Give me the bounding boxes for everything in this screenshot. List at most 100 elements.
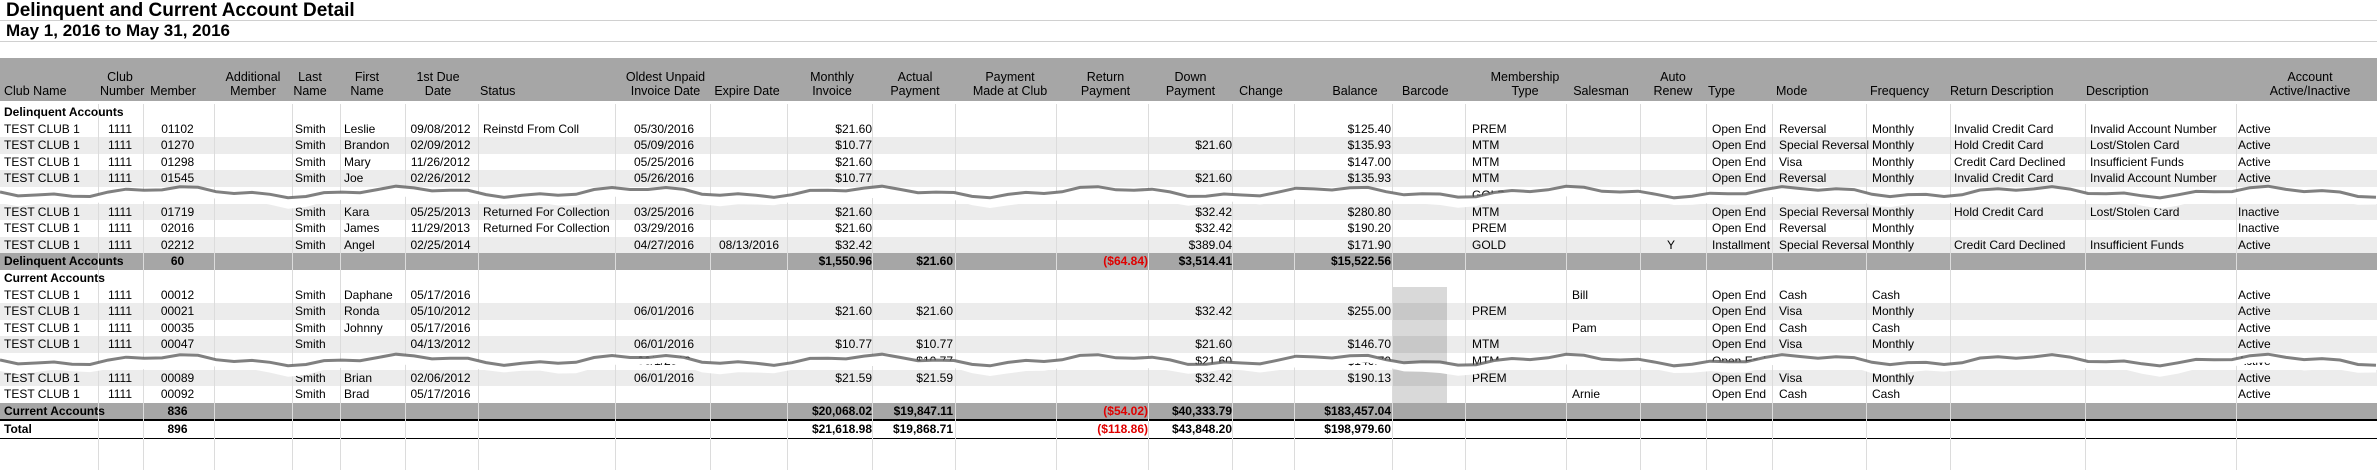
table-cell: 01719	[160, 204, 195, 219]
table-cell: Credit Card Declined	[1954, 237, 2066, 252]
column-header[interactable]: Oldest Unpaid Invoice Date	[625, 70, 706, 98]
table-row[interactable]: TEST CLUB 1 1111 00092 Smith Brad 05/17/2016 A…	[0, 386, 2377, 403]
table-cell: $32.42	[835, 237, 872, 252]
table-cell: Inactive	[2238, 221, 2280, 236]
table-cell: $32.42	[1195, 221, 1232, 236]
table-cell: Brad	[344, 387, 370, 402]
column-header[interactable]: 1st Due Date	[416, 70, 460, 98]
column-header[interactable]: Description	[2086, 84, 2149, 98]
table-cell: Smith	[295, 387, 326, 402]
table-cell: 06/01/2016	[633, 370, 695, 385]
barcode-placeholder	[1392, 352, 1447, 370]
column-header[interactable]: Additional Member	[225, 70, 281, 98]
column-gridline	[1706, 104, 1707, 470]
table-row[interactable]: TEST CLUB 1 1111 01298 Smith Mary 11/26/2012 0…	[0, 154, 2377, 171]
table-row[interactable]: TEST CLUB 1 1111 02016 Smith James 11/29/2013…	[0, 220, 2377, 237]
table-cell: Smith	[295, 154, 326, 169]
table-cell: Ronda	[344, 304, 380, 319]
table-row[interactable]: TEST CLUB 1 1111 02212 Smith Angel 02/25/2014…	[0, 236, 2377, 254]
table-cell: 1111	[107, 237, 133, 252]
column-header[interactable]: Change	[1239, 84, 1283, 98]
table-row[interactable]: TEST CLUB 1 1111 00089 Smith Brian 02/06/2012…	[0, 369, 2377, 387]
table-cell: Credit Card Declined	[1954, 154, 2066, 169]
column-header[interactable]: Club Name	[4, 84, 67, 98]
column-gridline	[1232, 104, 1233, 470]
column-header[interactable]: Status	[480, 84, 516, 98]
table-cell: Smith	[295, 337, 326, 352]
table-cell: Brian	[344, 370, 373, 385]
table-row[interactable]: TEST CLUB 1 1111 00035 Smith Johnny 05/17/201…	[0, 319, 2377, 337]
section-heading: Delinquent Accounts	[0, 104, 2377, 121]
table-cell: 60	[170, 254, 185, 269]
column-header[interactable]: Member	[150, 84, 196, 98]
table-row[interactable]: TEST CLUB 1 1111 01545 Smith Joe 02/26/2012 05…	[0, 170, 2377, 187]
column-header[interactable]: Barcode	[1402, 84, 1449, 98]
column-header[interactable]: Expire Date	[714, 84, 780, 98]
table-cell: $125.40	[1347, 121, 1391, 136]
table-cell: $146.70	[1347, 337, 1391, 352]
table-cell: 00021	[160, 304, 195, 319]
column-header[interactable]: Return Payment	[1080, 70, 1131, 98]
table-cell: MTM	[1472, 337, 1500, 352]
table-row[interactable]: 06/1/2016 $10.77 $21.60 $146.70 MTM Open End A…	[0, 352, 2377, 370]
table-cell: $21.60	[1195, 337, 1232, 352]
column-header[interactable]: Actual Payment	[890, 70, 940, 98]
table-row[interactable]: TEST CLUB 1 1111 00047 Smith 04/13/2012 06/01…	[0, 336, 2377, 353]
table-cell: ($54.02)	[1103, 403, 1148, 418]
column-header[interactable]: Return Description	[1950, 84, 2054, 98]
column-header[interactable]: Frequency	[1870, 84, 1930, 98]
table-row[interactable]: TEST CLUB 1 1111 00012 Smith Daphane 05/17/20…	[0, 286, 2377, 304]
table-cell: TEST CLUB 1	[4, 320, 80, 335]
column-header[interactable]: Payment Made at Club	[972, 70, 1048, 98]
column-header[interactable]: Club Number	[100, 70, 145, 98]
column-header[interactable]: Mode	[1776, 84, 1808, 98]
table-cell: Open End	[1712, 337, 1767, 352]
column-header[interactable]: Membership Type	[1490, 70, 1560, 98]
table-cell: 03/25/2016	[633, 204, 695, 219]
table-row[interactable]: TEST CLUB 1 1111 01270 Smith Brandon 02/09/20…	[0, 137, 2377, 154]
column-gridline	[1640, 104, 1641, 470]
table-row[interactable]: GOLD	[0, 187, 2377, 204]
column-header[interactable]: Auto Renew	[1653, 70, 1693, 98]
table-cell: Visa	[1779, 304, 1803, 319]
section-label: Delinquent Accounts	[4, 105, 124, 119]
table-cell: TEST CLUB 1	[4, 287, 80, 302]
table-cell: Joe	[344, 171, 364, 186]
table-cell: Leslie	[344, 121, 376, 136]
column-header[interactable]: Last Name	[293, 70, 327, 98]
table-cell: Installment	[1712, 237, 1771, 252]
column-gridline	[955, 104, 956, 470]
table-cell: TEST CLUB 1	[4, 370, 80, 385]
table-cell: $21.60	[835, 221, 872, 236]
column-gridline	[98, 104, 99, 470]
table-cell: Smith	[295, 121, 326, 136]
table-cell: $183,457.04	[1324, 403, 1391, 418]
table-cell: 1111	[107, 221, 133, 236]
table-cell: Active	[2238, 320, 2271, 335]
table-cell: 1111	[107, 337, 133, 352]
table-cell: 1111	[107, 370, 133, 385]
table-cell: $21.60	[916, 254, 953, 269]
column-header[interactable]: Salesman	[1573, 84, 1629, 98]
table-cell: 1111	[107, 287, 133, 302]
column-header[interactable]: Balance	[1332, 84, 1378, 98]
table-cell: ($64.84)	[1103, 254, 1148, 269]
table-cell: Insufficient Funds	[2090, 237, 2184, 252]
table-cell: TEST CLUB 1	[4, 304, 80, 319]
column-header[interactable]: Monthly Invoice	[810, 70, 854, 98]
table-cell: 09/08/2012	[410, 121, 471, 136]
column-header[interactable]: First Name	[350, 70, 384, 98]
table-cell: MTM	[1472, 154, 1500, 169]
column-header[interactable]: Type	[1708, 84, 1736, 98]
table-cell: $146.70	[1347, 353, 1391, 368]
table-row[interactable]: TEST CLUB 1 1111 01102 Smith Leslie 09/08/201…	[0, 121, 2377, 138]
table-cell: Smith	[295, 171, 326, 186]
table-row[interactable]: TEST CLUB 1 1111 01719 Smith Kara 05/25/2013 R…	[0, 203, 2377, 221]
column-header[interactable]: Account Active/Inactive	[2269, 70, 2351, 98]
table-cell: $1,550.96	[818, 254, 872, 269]
column-header[interactable]: Down Payment	[1165, 70, 1216, 98]
table-cell: $3,514.41	[1178, 254, 1232, 269]
table-cell: 11/26/2012	[410, 154, 471, 169]
table-row[interactable]: TEST CLUB 1 1111 00021 Smith Ronda 05/10/2012…	[0, 303, 2377, 320]
table-cell: Smith	[295, 370, 326, 385]
